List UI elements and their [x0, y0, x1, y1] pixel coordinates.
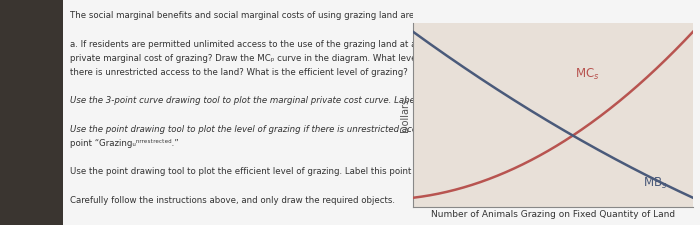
- Text: private marginal cost of grazing? Draw the MCₚ curve in the diagram. What level : private marginal cost of grazing? Draw t…: [70, 54, 517, 63]
- Text: there is unrestricted access to the land? What is the efficient level of grazing: there is unrestricted access to the land…: [70, 68, 407, 77]
- Text: point “Grazingᵤⁿʳʳᵉˢᵗʳᵉᶜᵗᵉᵈ.”: point “Grazingᵤⁿʳʳᵉˢᵗʳᵉᶜᵗᵉᵈ.”: [70, 139, 178, 148]
- Text: The social marginal benefits and social marginal costs of using grazing land are: The social marginal benefits and social …: [70, 11, 498, 20]
- Text: a. If residents are permitted unlimited access to the use of the grazing land at: a. If residents are permitted unlimited …: [70, 40, 515, 49]
- Text: Use the point drawing tool to plot the level of grazing if there is unrestricted: Use the point drawing tool to plot the l…: [70, 125, 528, 134]
- Text: Carefully follow the instructions above, and only draw the required objects.: Carefully follow the instructions above,…: [70, 196, 395, 205]
- Text: Use the point drawing tool to plot the efficient level of grazing. Label this po: Use the point drawing tool to plot the e…: [70, 167, 489, 176]
- X-axis label: Number of Animals Grazing on Fixed Quantity of Land: Number of Animals Grazing on Fixed Quant…: [431, 210, 675, 219]
- Text: Use the 3-point curve drawing tool to plot the marginal private cost curve. Labe: Use the 3-point curve drawing tool to pl…: [70, 96, 494, 105]
- Text: MB$_s$: MB$_s$: [643, 176, 667, 191]
- Y-axis label: Dollars: Dollars: [400, 98, 410, 132]
- Text: MC$_s$: MC$_s$: [575, 67, 600, 82]
